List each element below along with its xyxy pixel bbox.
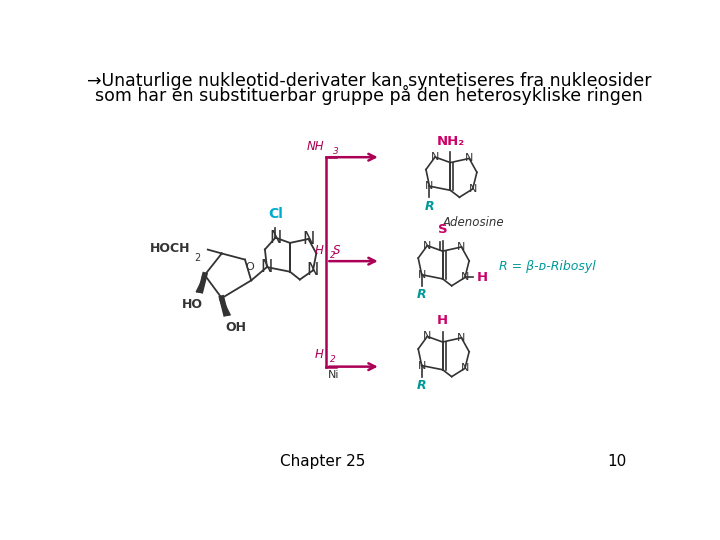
Text: R = β-ᴅ-Ribosyl: R = β-ᴅ-Ribosyl xyxy=(499,260,595,273)
Text: som har en substituerbar gruppe på den heterosykliske ringen: som har en substituerbar gruppe på den h… xyxy=(95,85,643,105)
Text: OH: OH xyxy=(225,321,246,334)
Text: N: N xyxy=(461,363,469,373)
Text: N: N xyxy=(269,228,282,247)
Text: N: N xyxy=(461,273,469,282)
Text: Adenosine: Adenosine xyxy=(443,217,505,230)
Text: Cl: Cl xyxy=(268,207,283,221)
Text: H: H xyxy=(315,348,324,361)
Text: S: S xyxy=(438,223,447,236)
Text: N: N xyxy=(423,241,431,251)
Text: HOCH: HOCH xyxy=(150,242,191,255)
Text: S: S xyxy=(333,244,341,256)
Text: NH: NH xyxy=(307,139,324,153)
Text: N: N xyxy=(418,361,426,370)
Text: R: R xyxy=(425,200,434,213)
Polygon shape xyxy=(220,298,230,315)
Text: N: N xyxy=(457,242,466,252)
Text: H: H xyxy=(477,271,487,284)
Text: N: N xyxy=(261,258,273,276)
Text: H: H xyxy=(315,244,324,256)
Text: N: N xyxy=(469,184,477,194)
Text: 2: 2 xyxy=(330,251,336,260)
Text: H: H xyxy=(437,314,448,327)
Text: NH₂: NH₂ xyxy=(436,134,464,147)
Text: O: O xyxy=(246,262,254,272)
Text: N: N xyxy=(465,153,473,164)
Text: N: N xyxy=(457,333,466,343)
Text: 10: 10 xyxy=(608,454,626,469)
Text: R: R xyxy=(417,379,426,392)
Text: →Unaturlige nukleotid-derivater kan syntetiseres fra nukleosider: →Unaturlige nukleotid-derivater kan synt… xyxy=(86,72,652,91)
Text: N: N xyxy=(431,152,439,162)
Text: 2: 2 xyxy=(330,355,336,364)
Text: 3: 3 xyxy=(333,147,339,156)
Text: N: N xyxy=(302,230,315,248)
Text: N: N xyxy=(418,269,426,280)
Text: 2: 2 xyxy=(194,253,200,262)
Text: N: N xyxy=(307,261,319,279)
Text: R: R xyxy=(417,288,426,301)
Polygon shape xyxy=(196,275,204,292)
Text: N: N xyxy=(423,332,431,341)
Text: N: N xyxy=(426,181,433,191)
Text: Chapter 25: Chapter 25 xyxy=(280,454,365,469)
Text: HO: HO xyxy=(181,298,203,311)
Text: Ni: Ni xyxy=(328,370,339,380)
